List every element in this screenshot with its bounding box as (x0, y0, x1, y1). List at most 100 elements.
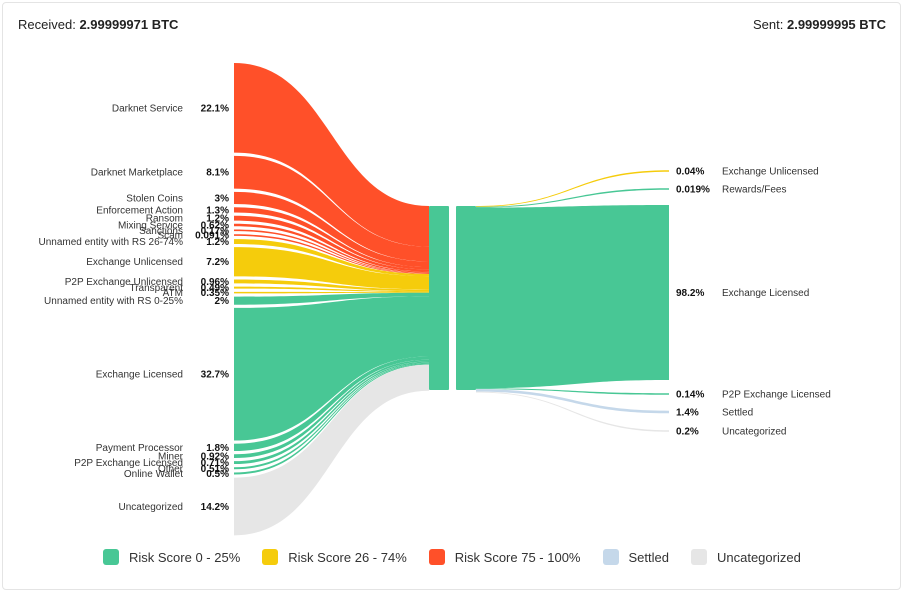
outflow-link-exchange-unlicensed[interactable] (476, 170, 669, 207)
inflow-value-label: 0.091% (195, 231, 229, 242)
inflow-value-label: 22.1% (201, 103, 229, 114)
inflow-value-label: 1.2% (206, 237, 229, 248)
inflow-link-p2p-exchange-licensed[interactable] (234, 361, 429, 465)
inflow-link-transparent[interactable] (234, 286, 429, 293)
inflow-value-label: 1.8% (206, 443, 229, 454)
sankey-labels: Darknet Service 22.1% Darknet Marketplace 8… (38, 103, 830, 513)
inflow-name-label: Sanctions (139, 226, 183, 237)
inflow-value-label: 0.51% (201, 464, 229, 475)
legend-item-risk-26-74[interactable]: Risk Score 26 - 74% (262, 549, 407, 565)
inflow-link-sanctions[interactable] (234, 229, 429, 274)
inflow-links (234, 63, 429, 536)
inflow-name-label: Mixing Service (118, 221, 183, 232)
received-node[interactable] (429, 206, 449, 390)
outflow-link-uncategorized[interactable] (476, 391, 669, 432)
sent-node[interactable] (456, 206, 476, 390)
inflow-name-label: Unnamed entity with RS 26-74% (38, 237, 183, 248)
inflow-link-online-wallet[interactable] (234, 363, 429, 475)
inflow-name-label: ATM (163, 288, 183, 299)
sent-value: 2.99999995 BTC (786, 17, 886, 32)
legend-item-risk-0-25[interactable]: Risk Score 0 - 25% (103, 549, 240, 565)
inflow-value-label: 0.92% (201, 452, 229, 463)
inflow-value-label: 1.3% (206, 205, 229, 216)
inflow-value-label: 1.2% (206, 214, 229, 225)
outflow-value-label: 0.019% (676, 185, 710, 196)
inflow-value-label: 0.17% (201, 226, 229, 237)
inflow-value-label: 0.5% (206, 469, 229, 480)
legend-swatch (428, 549, 445, 565)
inflow-value-label: 7.2% (206, 257, 229, 268)
inflow-link-exchange-licensed[interactable] (234, 296, 429, 441)
inflow-name-label: P2P Exchange Licensed (74, 458, 183, 469)
outflow-name-label: P2P Exchange Licensed (722, 390, 831, 401)
sankey-chart: Darknet Service 22.1% Darknet Marketplace 8… (38, 63, 831, 536)
inflow-name-label: Exchange Unlicensed (86, 257, 183, 268)
inflow-link-atm[interactable] (234, 291, 429, 294)
inflow-link-payment-processor[interactable] (234, 356, 429, 452)
outflow-name-label: Exchange Licensed (722, 288, 809, 299)
inflow-link-darknet-marketplace[interactable] (234, 155, 429, 262)
outflow-value-label: 1.4% (676, 408, 699, 419)
legend-label: Settled (628, 549, 669, 565)
outflow-link-rewards-fees[interactable] (476, 188, 669, 208)
legend-label: Uncategorized (716, 549, 801, 565)
received-label: Received: (18, 17, 76, 32)
inflow-name-label: Transparent (129, 283, 183, 294)
legend-swatch (690, 549, 707, 565)
inflow-link-uncategorized[interactable] (234, 364, 429, 536)
inflow-link-exchange-unlicensed[interactable] (234, 247, 429, 290)
outflow-links (476, 170, 669, 432)
inflow-name-label: Uncategorized (119, 502, 183, 513)
inflow-value-label: 3% (215, 193, 230, 204)
legend-swatch (602, 549, 619, 565)
inflow-link-mixing-service[interactable] (234, 223, 429, 273)
outflow-link-exchange-licensed[interactable] (476, 205, 669, 389)
outflow-link-settled[interactable] (476, 389, 669, 414)
inflow-value-label: 14.2% (201, 502, 229, 513)
sent-label: Sent: (753, 17, 784, 32)
inflow-name-label: Enforcement Action (96, 205, 183, 216)
outflow-value-label: 0.14% (676, 390, 704, 401)
inflow-value-label: 2% (215, 296, 230, 307)
inflow-value-label: 0.71% (201, 458, 229, 469)
inflow-link-darknet-service[interactable] (234, 63, 429, 247)
outflow-name-label: Rewards/Fees (722, 185, 786, 196)
inflow-link-scam[interactable] (234, 234, 429, 274)
sent-total: Sent: 2.99999995 BTC (753, 17, 886, 32)
inflow-name-label: Other (158, 464, 184, 475)
inflow-link-p2p-exchange-unlicensed[interactable] (234, 279, 429, 292)
received-total: Received: 2.99999971 BTC (18, 17, 178, 32)
inflow-name-label: Unnamed entity with RS 0-25% (44, 296, 183, 307)
inflow-link-miner[interactable] (234, 359, 429, 458)
inflow-link-stolen-coins[interactable] (234, 191, 429, 268)
outflow-name-label: Settled (722, 408, 753, 419)
inflow-value-label: 0.35% (201, 288, 229, 299)
inflow-link-ransom[interactable] (234, 215, 429, 272)
inflow-value-label: 32.7% (201, 370, 229, 381)
inflow-name-label: Exchange Licensed (96, 370, 183, 381)
outflow-name-label: Uncategorized (722, 427, 786, 438)
inflow-link-unnamed-entity-with-rs-26-74[interactable] (234, 239, 429, 277)
outflow-value-label: 0.2% (676, 427, 699, 438)
inflow-name-label: Stolen Coins (126, 193, 183, 204)
sankey-nodes (429, 206, 476, 390)
inflow-name-label: Payment Processor (96, 443, 184, 454)
inflow-name-label: P2P Exchange Unlicensed (65, 277, 183, 288)
outflow-value-label: 98.2% (676, 288, 704, 299)
legend-item-settled[interactable]: Settled (602, 549, 669, 565)
inflow-link-unnamed-entity-with-rs-0-25[interactable] (234, 292, 429, 305)
outflow-value-label: 0.04% (676, 167, 704, 178)
legend: Risk Score 0 - 25% Risk Score 26 - 74% R… (103, 547, 823, 567)
inflow-value-label: 0.96% (201, 277, 229, 288)
inflow-link-other[interactable] (234, 362, 429, 470)
legend-item-risk-75-100[interactable]: Risk Score 75 - 100% (428, 549, 581, 565)
outflow-link-p2p-exchange-licensed[interactable] (476, 388, 669, 395)
legend-item-uncategorized[interactable]: Uncategorized (690, 549, 801, 565)
inflow-name-label: Scam (157, 231, 183, 242)
inflow-name-label: Darknet Service (112, 103, 184, 114)
inflow-link-enforcement-action[interactable] (234, 207, 429, 270)
inflow-value-label: 0.62% (201, 221, 229, 232)
received-value: 2.99999971 BTC (79, 17, 179, 32)
inflow-name-label: Online Wallet (124, 469, 183, 480)
